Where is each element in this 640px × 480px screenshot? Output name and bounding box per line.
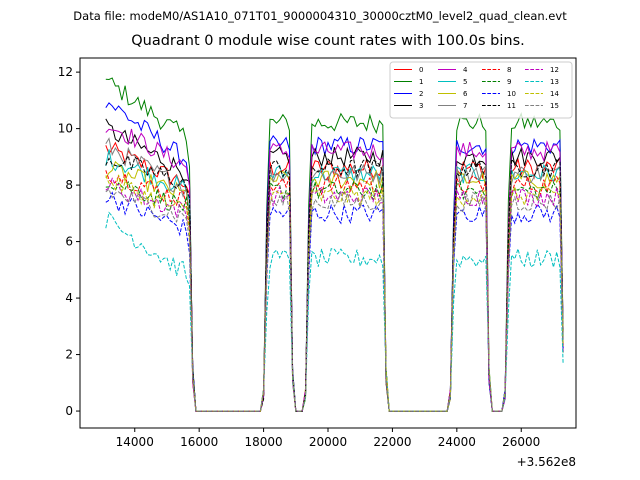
y-tick-label: 6 [65,235,73,249]
x-axis: 14000 16000 18000 20000 22000 24000 26000 [116,428,540,449]
series-line-15 [105,188,564,412]
legend-box [389,61,573,119]
x-tick-label: 24000 [438,435,476,449]
x-tick-label: 20000 [309,435,347,449]
x-tick-label: 18000 [244,435,282,449]
legend-label-12: 12 [550,66,559,74]
legend-label-8: 8 [507,66,511,74]
y-tick-label: 4 [65,291,73,305]
series-line-13 [105,211,564,412]
legend-label-5: 5 [463,78,467,86]
legend-label-14: 14 [550,90,559,98]
x-axis-offset-label: +3.562e8 [517,455,576,469]
y-axis: 0 2 4 6 8 10 12 [58,65,80,418]
legend-label-10: 10 [507,90,516,98]
y-tick-label: 2 [65,348,73,362]
legend-label-9: 9 [507,78,511,86]
series-line-8 [105,170,564,412]
legend-label-4: 4 [463,66,468,74]
legend-label-1: 1 [419,78,423,86]
x-tick-label: 22000 [373,435,411,449]
chart-title: Quadrant 0 module wise count rates with … [131,33,525,49]
legend-label-2: 2 [419,90,423,98]
legend-label-7: 7 [463,102,467,110]
legend-label-11: 11 [507,102,516,110]
legend-label-13: 13 [550,78,559,86]
legend-label-15: 15 [550,102,559,110]
x-tick-label: 26000 [502,435,540,449]
legend-label-3: 3 [419,102,423,110]
legend-label-6: 6 [463,90,468,98]
series-line-11 [105,154,564,412]
plot-area [80,58,576,428]
figure-suptitle: Data file: modeM0/AS1A10_071T01_90000043… [73,9,567,23]
y-tick-label: 8 [65,178,73,192]
y-tick-label: 0 [65,404,73,418]
series-layer [105,77,564,412]
legend-label-0: 0 [419,66,423,74]
y-tick-label: 10 [58,122,73,136]
y-tick-label: 12 [58,65,73,79]
x-tick-label: 16000 [180,435,218,449]
x-tick-label: 14000 [116,435,154,449]
